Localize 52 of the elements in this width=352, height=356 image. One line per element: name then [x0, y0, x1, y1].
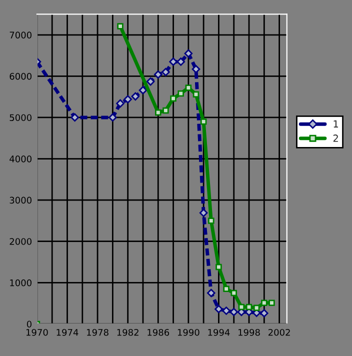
point [230, 308, 238, 316]
point [184, 49, 193, 58]
point [154, 70, 162, 79]
point [208, 218, 214, 224]
point [207, 288, 216, 298]
point [138, 86, 148, 94]
x-tick-label: 1990 [178, 328, 200, 336]
point [200, 118, 207, 125]
point [170, 95, 176, 102]
x-tick-label: 1986 [148, 328, 170, 336]
y-tick-label: 3000 [10, 196, 32, 204]
point [185, 84, 192, 91]
point [223, 286, 230, 292]
point [162, 107, 169, 114]
y-tick-label: 0 [26, 320, 32, 328]
y-tick-label: 5000 [10, 114, 32, 122]
y-tick-label: 2000 [10, 238, 32, 245]
y-tick-label: 4000 [10, 156, 32, 162]
point [253, 304, 260, 311]
point [214, 304, 223, 314]
point [131, 92, 140, 101]
legend-label: 1 [334, 120, 338, 128]
point [216, 264, 222, 270]
point [260, 309, 268, 318]
point [70, 113, 79, 122]
point [178, 90, 184, 97]
point [108, 113, 117, 122]
legend-label: 2 [333, 134, 338, 142]
x-tick-label: 1994 [208, 328, 230, 336]
point [176, 58, 185, 66]
x-tick-label: 1974 [56, 328, 78, 336]
y-tick-label: 6000 [10, 72, 32, 80]
point [222, 306, 230, 315]
x-tick-label: 1982 [117, 328, 138, 336]
x-tick-label: 1978 [87, 328, 108, 336]
point [124, 95, 132, 104]
point [155, 109, 162, 116]
y-tick-label: 1000 [10, 279, 32, 286]
point [246, 304, 252, 310]
point [230, 290, 237, 296]
x-tick-label: 2002 [268, 328, 290, 336]
point [238, 304, 245, 310]
point [261, 300, 268, 306]
point [146, 77, 155, 86]
point [192, 91, 200, 98]
point [117, 23, 124, 30]
point [116, 99, 124, 108]
x-tick-label: 1970 [26, 328, 48, 336]
point [268, 300, 275, 306]
point [162, 68, 170, 76]
y-tick-label: 7000 [10, 32, 32, 38]
x-tick-label: 1998 [238, 328, 260, 336]
